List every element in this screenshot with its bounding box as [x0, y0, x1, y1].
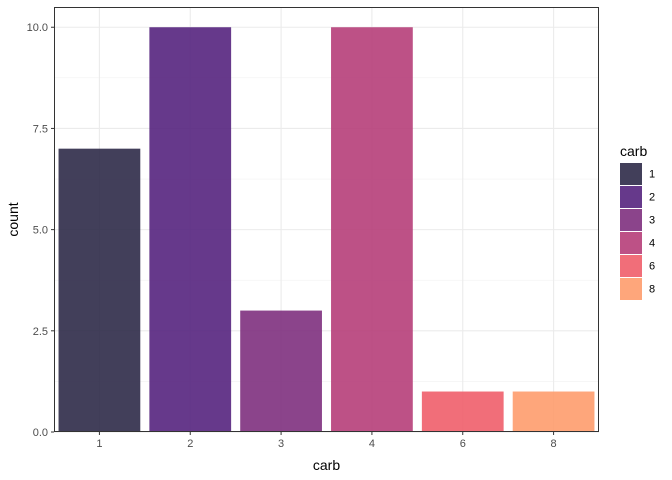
legend: carb 1 2 3 4 6 8 — [620, 143, 655, 300]
y-axis: 0.0 2.5 5.0 7.5 10.0 — [27, 22, 54, 439]
x-tick-label: 6 — [460, 438, 466, 450]
legend-key-1 — [620, 163, 642, 185]
legend-key-8 — [620, 278, 642, 300]
legend-label-4: 4 — [649, 238, 655, 250]
x-tick-label: 1 — [96, 438, 102, 450]
bars — [58, 27, 595, 432]
x-tick-label: 8 — [551, 438, 557, 450]
y-tick-label: 7.5 — [33, 123, 48, 135]
bar-8 — [512, 391, 595, 432]
legend-label-2: 2 — [649, 192, 655, 204]
legend-key-6 — [620, 255, 642, 277]
bar-1 — [58, 148, 141, 432]
bar-3 — [240, 310, 322, 432]
legend-label-3: 3 — [649, 215, 655, 227]
x-tick-label: 3 — [278, 438, 284, 450]
plot-border — [54, 7, 599, 432]
x-axis-title: carb — [313, 457, 340, 473]
legend-items: 1 2 3 4 6 8 — [620, 163, 655, 300]
legend-title: carb — [620, 143, 647, 159]
x-tick-label: 2 — [187, 438, 193, 450]
minor-gridlines — [54, 77, 599, 382]
legend-label-8: 8 — [649, 284, 655, 296]
x-tick-label: 4 — [369, 438, 375, 450]
y-tick-label: 2.5 — [33, 326, 48, 338]
legend-key-3 — [620, 209, 642, 231]
legend-key-2 — [620, 186, 642, 208]
y-tick-label: 0.0 — [33, 427, 48, 439]
x-axis: 1 2 3 4 6 8 — [96, 432, 557, 450]
y-tick-label: 5.0 — [33, 225, 48, 237]
y-tick-label: 10.0 — [27, 22, 48, 34]
legend-key-4 — [620, 232, 642, 254]
bar-2 — [149, 27, 232, 432]
y-axis-title: count — [5, 202, 21, 236]
bar-4 — [331, 27, 413, 432]
legend-label-6: 6 — [649, 261, 655, 273]
legend-label-1: 1 — [649, 169, 655, 181]
bar-6 — [421, 391, 504, 432]
